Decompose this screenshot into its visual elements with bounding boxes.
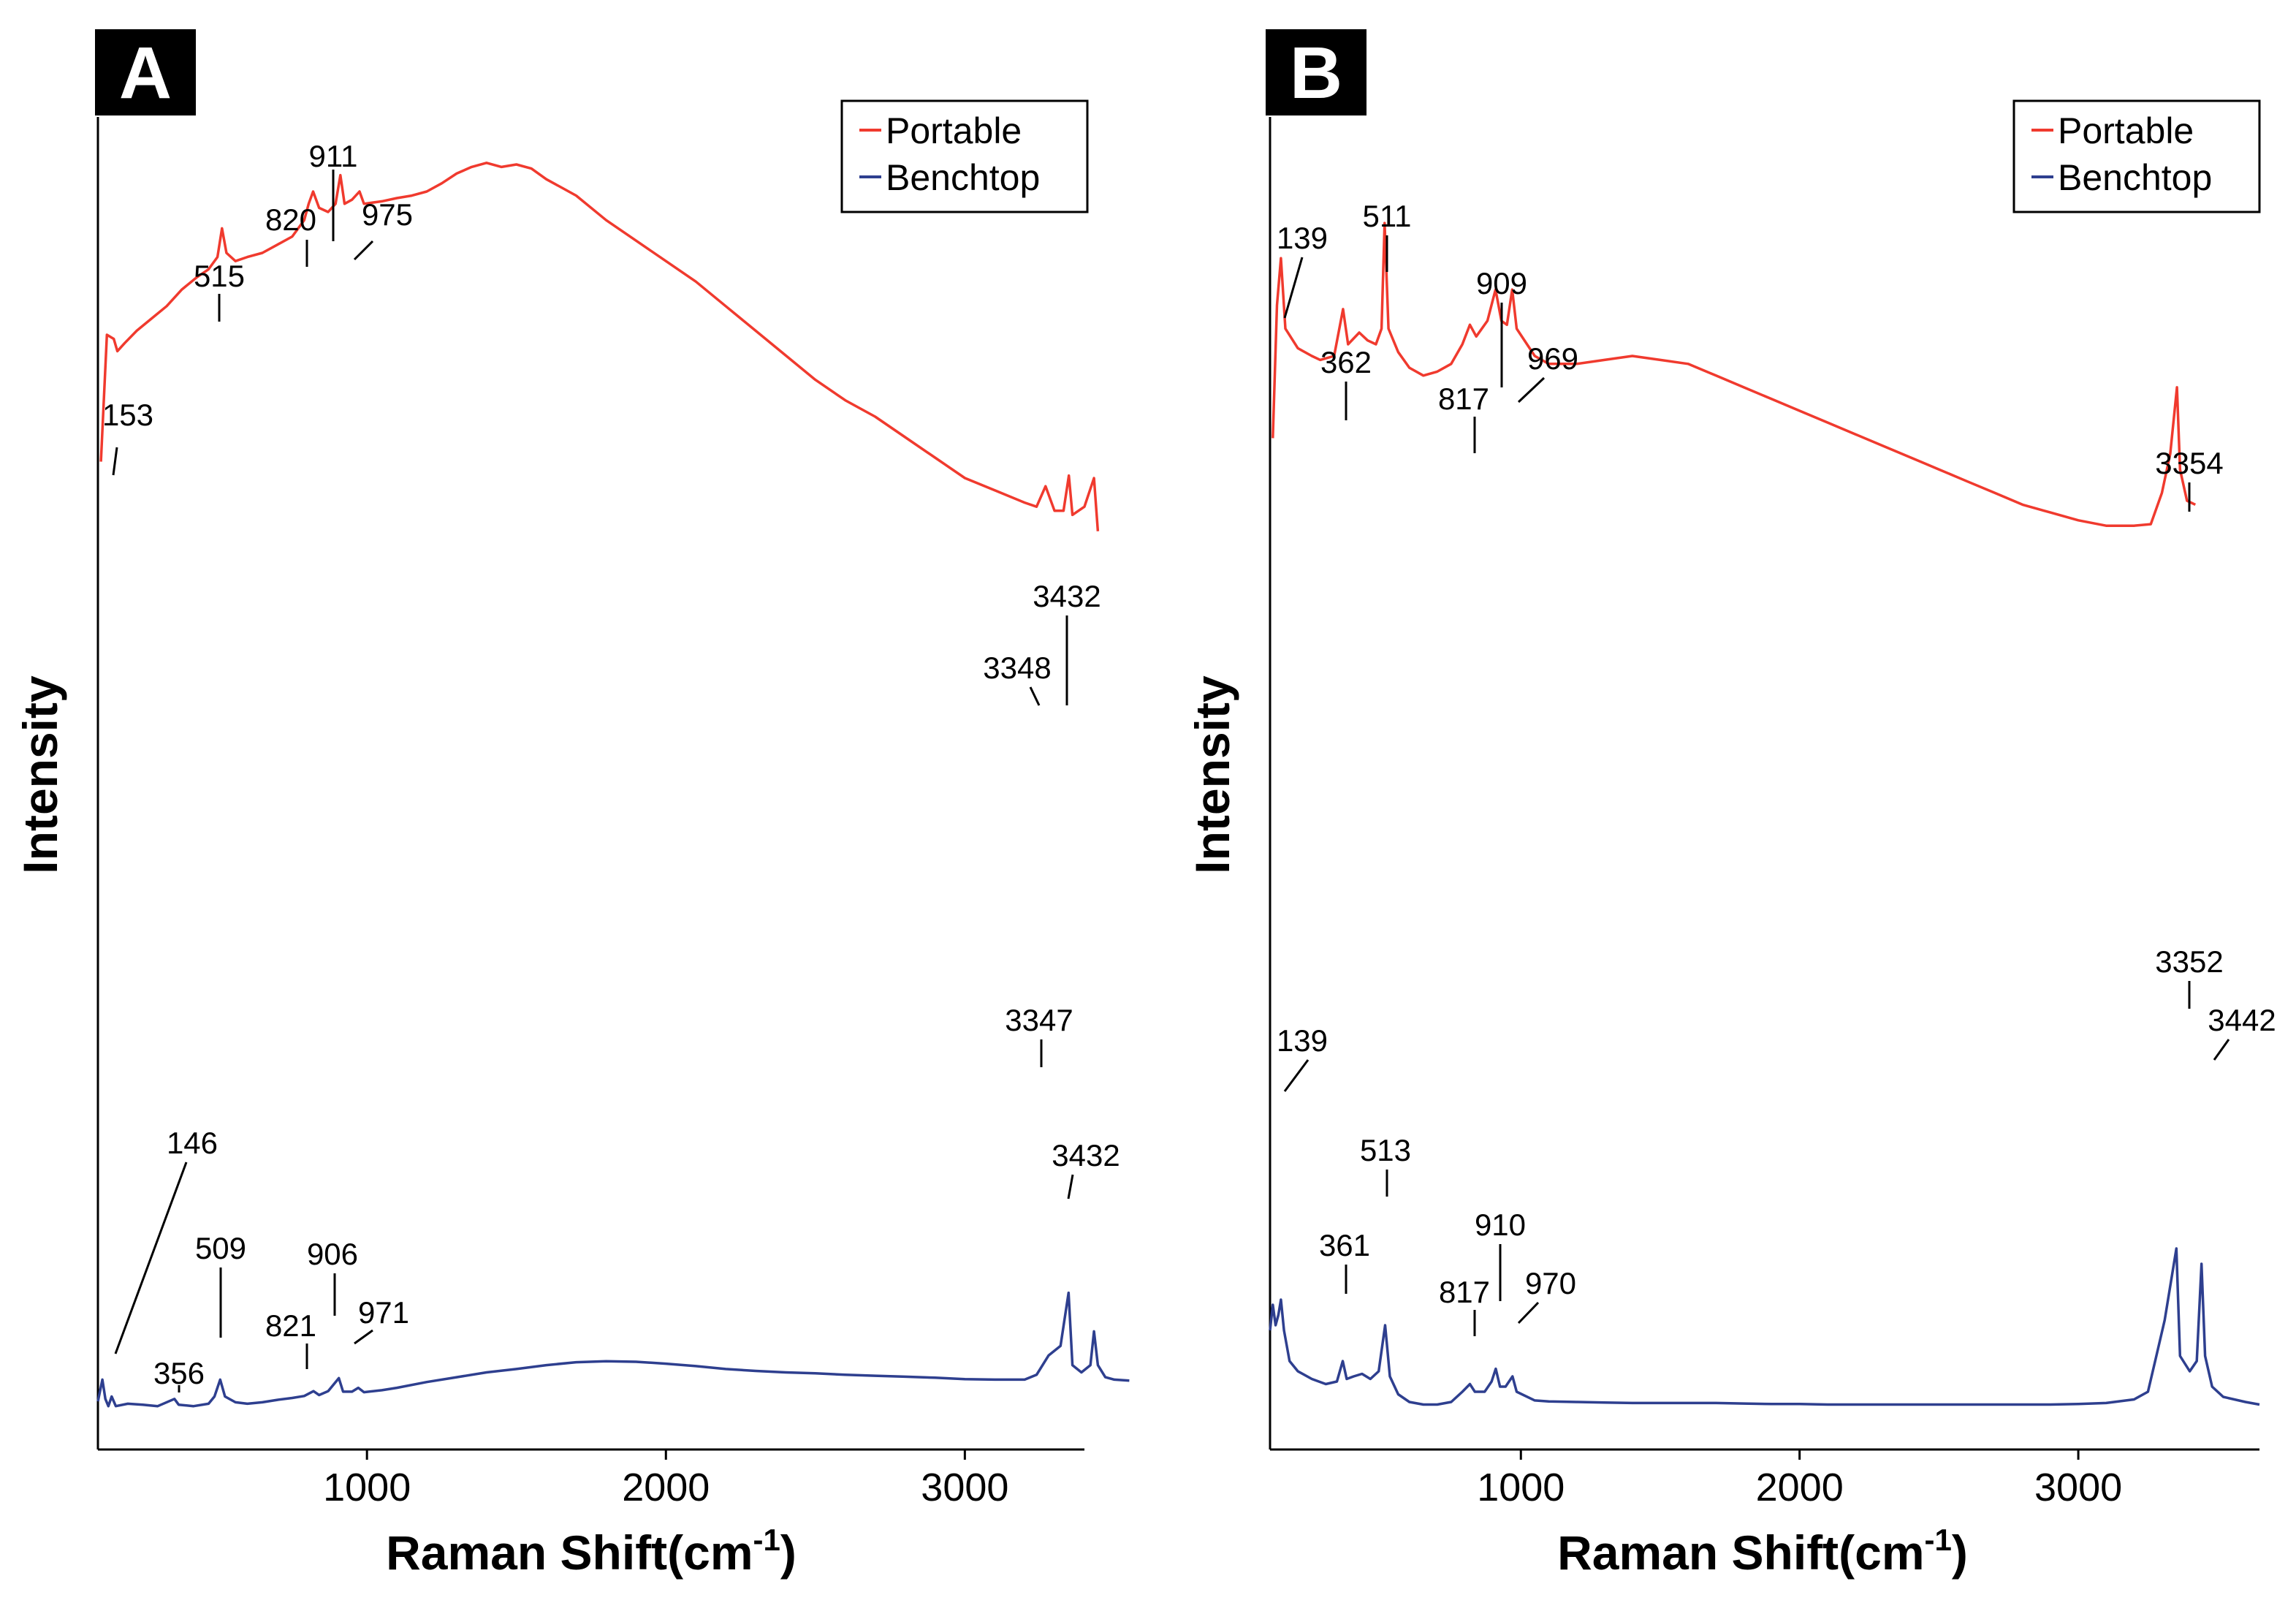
panel-a-x-axis-title-end: ) (780, 1526, 797, 1580)
series-benchtop-line (96, 1291, 1130, 1408)
panel-a-legend-portable: Portable (886, 110, 1022, 151)
panel-a-series (96, 162, 1130, 1408)
peak-leader-3348 (1029, 686, 1041, 706)
peak-label-3347: 3347 (1005, 1003, 1073, 1037)
panel-b-x-axis-title: Raman Shift(cm-1) (1557, 1523, 1968, 1580)
series-portable-line (1271, 221, 2197, 527)
panel-b-legend: Portable Benchtop (2012, 99, 2261, 213)
peak-label-3432: 3432 (1033, 579, 1101, 613)
peak-label-361: 361 (1319, 1228, 1370, 1262)
peak-leader-971 (354, 1329, 373, 1345)
peak-label-821: 821 (265, 1308, 316, 1343)
peak-label-362: 362 (1320, 345, 1372, 379)
series-benchtop-line (1269, 1247, 2260, 1406)
peak-label-970: 970 (1525, 1266, 1576, 1300)
panel-a-legend: Portable Benchtop (840, 99, 1089, 213)
peak-label-139: 139 (1277, 221, 1328, 255)
peak-label-509: 509 (195, 1231, 246, 1265)
panel-a-x-axis-title-main: Raman Shift(cm (386, 1526, 753, 1580)
panel-b-legend-box (2012, 99, 2261, 213)
x-tick-label-2000: 2000 (622, 1466, 710, 1509)
peak-label-3354: 3354 (2155, 446, 2223, 480)
peak-leader-3432 (1067, 1174, 1074, 1200)
peak-leader-139 (1283, 257, 1304, 319)
peak-leader-139 (1283, 1059, 1309, 1092)
peak-label-817: 817 (1438, 382, 1489, 416)
peak-label-911: 911 (309, 139, 358, 173)
peak-leader-3442 (2213, 1039, 2230, 1061)
peak-leader-969 (1517, 376, 1546, 403)
panel-a-legend-benchtop: Benchtop (886, 157, 1040, 198)
peak-label-146: 146 (167, 1126, 218, 1160)
peak-label-971: 971 (358, 1295, 409, 1330)
x-tick-label-1000: 1000 (1477, 1466, 1565, 1509)
peak-label-909: 909 (1476, 266, 1527, 300)
panel-a-x-axis-title: Raman Shift(cm-1) (386, 1523, 797, 1580)
peak-leader-970 (1517, 1301, 1540, 1325)
x-tick-label-3000: 3000 (2034, 1466, 2122, 1509)
panel-b-ticks: 1000 2000 3000 (1477, 1449, 2122, 1509)
panel-a-letter-box (95, 29, 196, 115)
panel-b-letter: B (1290, 32, 1342, 114)
panel-a-letter: A (119, 32, 172, 114)
peak-label-817: 817 (1439, 1275, 1490, 1309)
peak-leader-146 (114, 1161, 188, 1354)
peak-leader-975 (353, 240, 374, 261)
panel-b-letter-box (1266, 29, 1366, 115)
x-tick-label-1000: 1000 (323, 1466, 411, 1509)
peak-label-511: 511 (1363, 199, 1412, 233)
panel-a-x-axis-title-sup: -1 (753, 1523, 780, 1557)
panel-b-y-axis-title: Intensity (1185, 675, 1239, 874)
peak-label-3352: 3352 (2155, 944, 2223, 979)
peak-label-3348: 3348 (983, 651, 1051, 685)
x-tick-label-3000: 3000 (921, 1466, 1008, 1509)
panel-b-series (1269, 221, 2260, 1406)
peak-label-515: 515 (194, 259, 245, 293)
panel-b: B Intensity Raman Shift(cm-1) 1000 2000 30… (1185, 29, 2276, 1580)
peak-label-910: 910 (1475, 1208, 1526, 1242)
panel-a-y-axis-title: Intensity (13, 675, 67, 874)
panel-b-legend-benchtop: Benchtop (2058, 157, 2212, 198)
panel-a-ticks: 1000 2000 3000 (323, 1449, 1008, 1509)
panel-b-x-axis-title-sup: -1 (1925, 1523, 1952, 1557)
peak-label-3432: 3432 (1052, 1138, 1120, 1172)
peak-label-3442: 3442 (2208, 1003, 2276, 1037)
x-tick-label-2000: 2000 (1756, 1466, 1844, 1509)
series-portable-line (99, 162, 1100, 531)
peak-leader-153 (112, 447, 118, 476)
peak-label-969: 969 (1527, 341, 1578, 376)
panel-b-legend-portable: Portable (2058, 110, 2194, 151)
panel-b-x-axis-title-main: Raman Shift(cm (1557, 1526, 1924, 1580)
peak-label-513: 513 (1360, 1133, 1411, 1167)
panel-b-peak-labels: 139 362 511 817 909 969 3354 139 361 513 817 910 970… (1277, 199, 2276, 1336)
peak-label-139: 139 (1277, 1023, 1328, 1058)
peak-label-975: 975 (362, 197, 413, 232)
panel-a: A Intensity Raman Shift(cm-1) 1000 2000 30… (13, 29, 1130, 1580)
peak-label-356: 356 (153, 1356, 205, 1390)
panel-a-legend-box (840, 99, 1089, 213)
peak-label-153: 153 (102, 398, 153, 432)
panel-b-x-axis-title-end: ) (1952, 1526, 1968, 1580)
peak-label-820: 820 (265, 202, 316, 237)
peak-label-906: 906 (307, 1237, 358, 1271)
